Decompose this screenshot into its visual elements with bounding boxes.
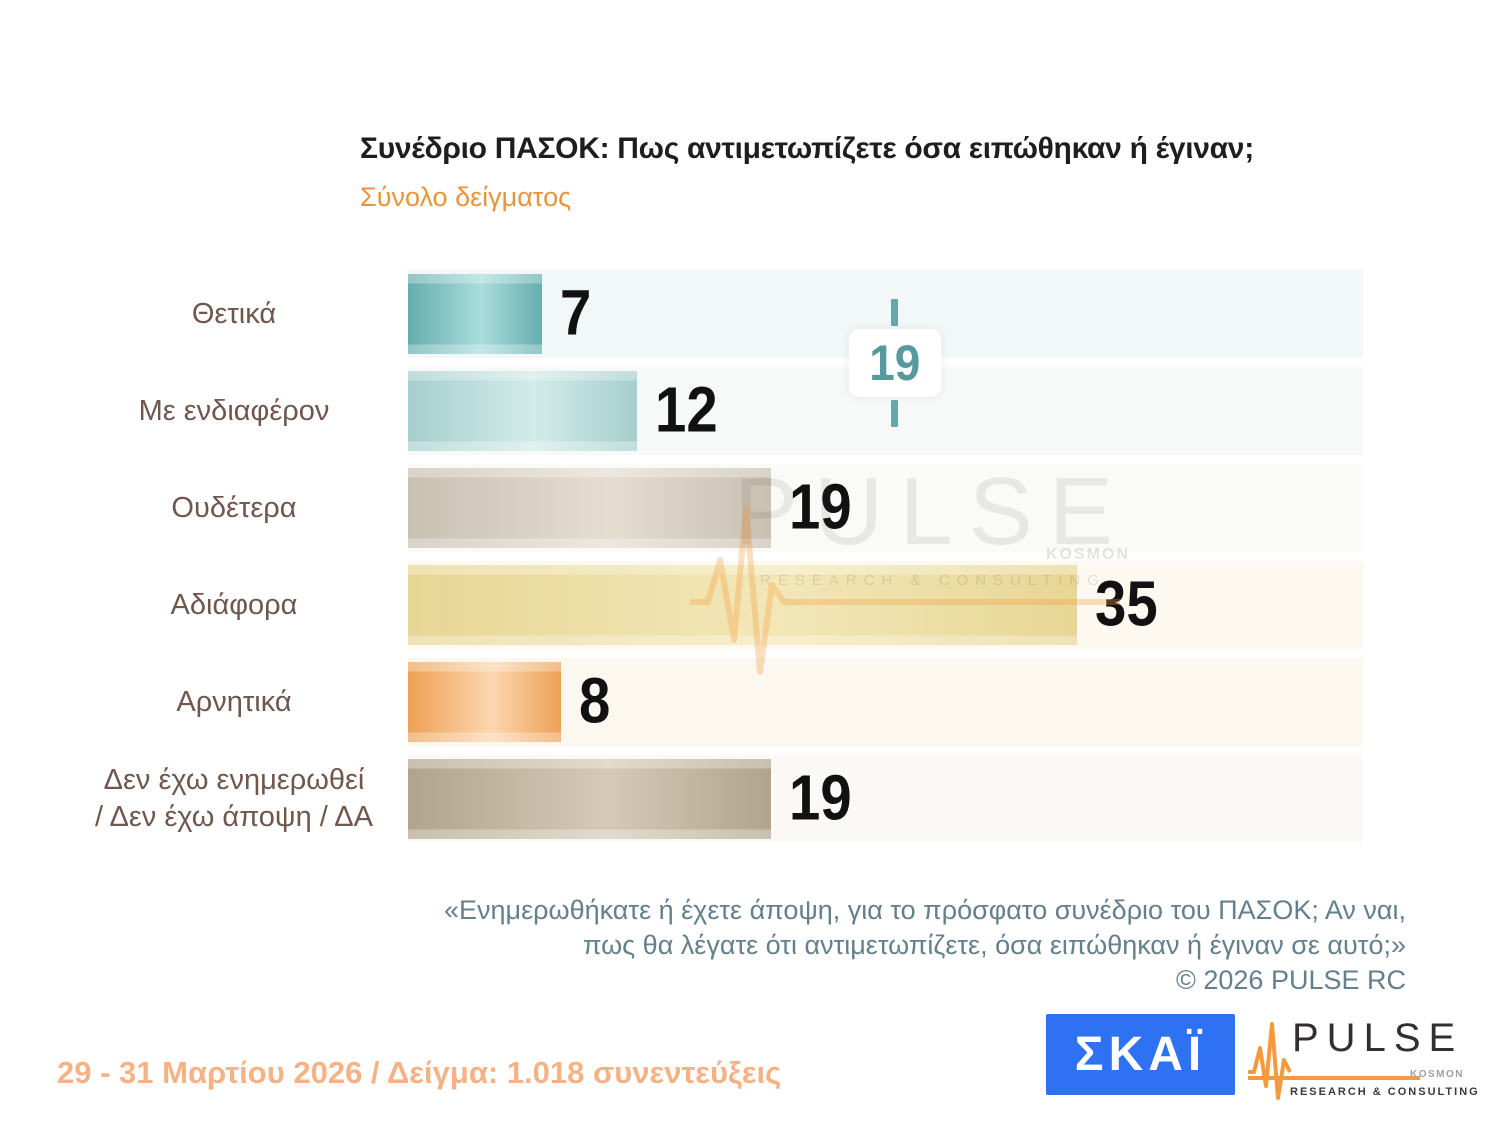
chart-row: Με ενδιαφέρον 12 (60, 367, 1363, 455)
pulse-logo: PULSE KOSMON RESEARCH & CONSULTING (1246, 1014, 1478, 1106)
bar (408, 759, 771, 839)
skai-logo: ΣΚΑΪ (1046, 1014, 1235, 1095)
bar (408, 371, 638, 451)
bar (408, 662, 561, 742)
pulse-logo-name: PULSE (1292, 1016, 1464, 1060)
chart-row: Αδιάφορα 35 (60, 561, 1363, 649)
bar (408, 468, 771, 548)
pulse-logo-subtitle: RESEARCH & CONSULTING (1290, 1086, 1480, 1098)
category-label: Με ενδιαφέρον (138, 394, 330, 427)
footnote-line-2: πως θα λέγατε ότι αντιμετωπίζετε, όσα ει… (582, 930, 1406, 960)
footnote: «Ενημερωθήκατε ή έχετε άποψη, για το πρό… (444, 893, 1406, 998)
category-label: Ουδέτερα (171, 491, 297, 524)
pulse-logo-waveform-icon (1248, 1022, 1292, 1100)
category-label: Θετικά (191, 297, 277, 330)
bar-value-label: 7 (559, 276, 592, 349)
bar-value-label: 12 (655, 373, 718, 446)
annotation-value: 19 (869, 335, 921, 391)
annotation-box: 19 (849, 329, 941, 397)
footnote-copyright: © 2026 PULSE RC (1175, 965, 1406, 995)
bar-track: 19 (408, 464, 1363, 552)
fieldwork-dates-sample: 29 - 31 Μαρτίου 2026 / Δείγμα: 1.018 συν… (57, 1055, 782, 1090)
chart-rows: Θετικά 7 Με ενδιαφέρον 12 Ουδέτερα 19 Αδιάφορα… (60, 270, 1363, 843)
page-title: Συνέδριο ΠΑΣΟΚ: Πως αντιμετωπίζετε όσα ε… (360, 132, 1254, 165)
bar-value-label: 19 (788, 470, 852, 543)
bar-track: 35 (408, 561, 1363, 649)
pulse-logo-underline (1248, 1076, 1420, 1080)
page-subtitle: Σύνολο δείγματος (360, 182, 572, 212)
skai-logo-label: ΣΚΑΪ (1074, 1028, 1207, 1081)
bar-track: 19 (408, 755, 1363, 843)
bar-value-label: 35 (1094, 567, 1158, 640)
bar-value-label: 8 (578, 664, 611, 737)
chart-row: Ουδέτερα 19 (60, 464, 1363, 552)
chart-row: Θετικά 7 (60, 270, 1363, 358)
bar (408, 565, 1077, 645)
chart-row: Δεν έχω ενημερωθεί / Δεν έχω άποψη / ΔΑ 19 (60, 755, 1363, 843)
footnote-line-1: «Ενημερωθήκατε ή έχετε άποψη, για το πρό… (444, 895, 1406, 925)
annotation-dash-bottom (891, 400, 898, 427)
bar-track: 8 (408, 658, 1363, 746)
bar-value-label: 19 (788, 761, 852, 834)
bar (408, 274, 542, 354)
pulse-logo-kosmon: KOSMON (1410, 1069, 1464, 1080)
bar-chart: Θετικά 7 Με ενδιαφέρον 12 Ουδέτερα 19 Αδιάφορα… (60, 270, 1363, 852)
category-label: Δεν έχω ενημερωθεί / Δεν έχω άποψη / ΔΑ (94, 764, 374, 833)
category-label: Αρνητικά (176, 685, 292, 718)
chart-row: Αρνητικά 8 (60, 658, 1363, 746)
category-label: Αδιάφορα (170, 588, 298, 621)
annotation-dash-top (891, 299, 898, 326)
